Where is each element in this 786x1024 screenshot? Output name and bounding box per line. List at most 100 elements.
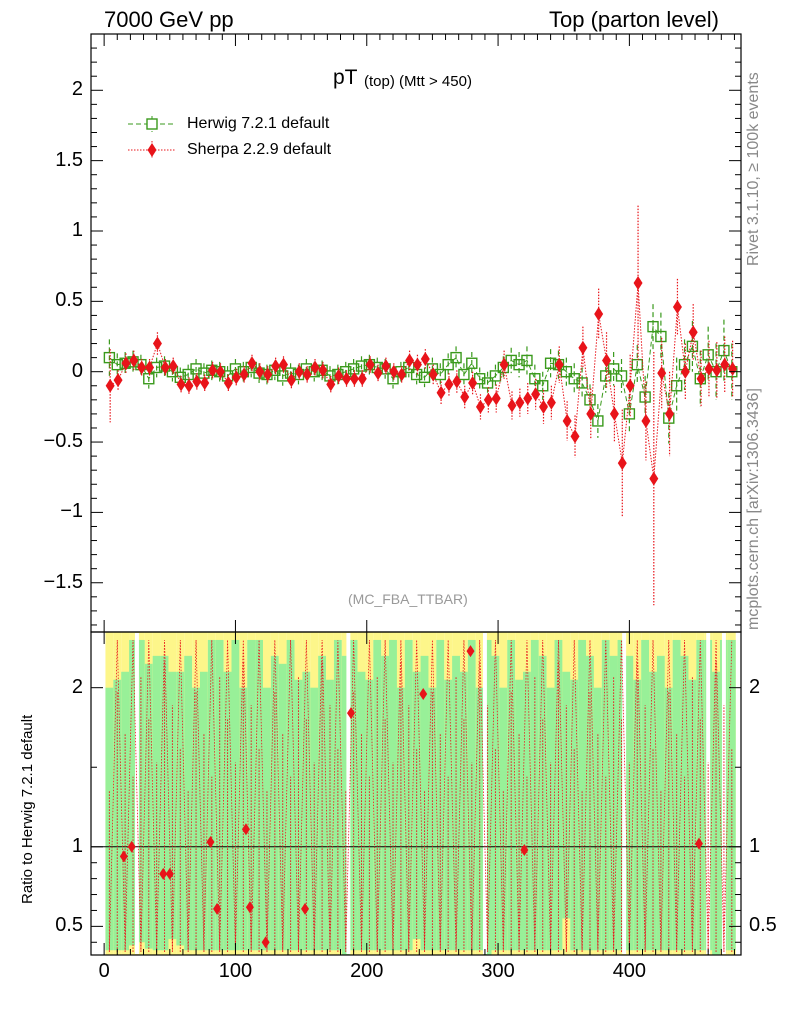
ratio-y-tick-label: 2 xyxy=(71,675,83,698)
data-point xyxy=(271,359,281,374)
inner-band xyxy=(326,679,334,951)
data-point xyxy=(670,380,683,392)
y-tick-label: −1 xyxy=(60,500,83,523)
inner-band xyxy=(341,655,350,955)
data-point xyxy=(168,359,178,374)
series-sherpa xyxy=(105,205,738,606)
inner-band xyxy=(113,679,122,951)
data-point xyxy=(113,373,123,388)
data-point xyxy=(688,325,698,340)
ratio-point xyxy=(241,823,250,836)
data-point xyxy=(145,360,155,375)
data-point xyxy=(279,357,289,372)
inner-band xyxy=(570,679,579,951)
x-tick-label: 300 xyxy=(481,960,515,982)
band-gap xyxy=(482,633,487,954)
data-point xyxy=(176,377,186,392)
ratio-point xyxy=(419,688,428,701)
band-gap xyxy=(721,633,726,954)
data-point xyxy=(129,353,139,368)
data-point xyxy=(718,344,730,357)
header-left: 7000 GeV pp xyxy=(104,7,234,32)
ratio-plot-frame xyxy=(90,631,742,956)
data-point xyxy=(160,360,170,375)
data-point xyxy=(491,391,501,406)
data-point xyxy=(696,371,706,386)
data-point xyxy=(578,340,588,355)
data-point xyxy=(633,276,643,291)
ratio-point xyxy=(520,843,529,856)
data-point xyxy=(617,456,627,471)
data-point xyxy=(334,368,344,383)
y-tick-label: 0.5 xyxy=(55,289,83,312)
data-point xyxy=(190,363,202,375)
data-point xyxy=(436,385,446,400)
data-point xyxy=(263,367,273,382)
data-point xyxy=(537,380,549,392)
data-point xyxy=(704,361,714,376)
plot-title-sub: (top) (Mtt > 450) xyxy=(364,73,472,90)
inner-band xyxy=(491,655,500,951)
data-point xyxy=(302,367,312,382)
data-point xyxy=(623,408,636,420)
data-point xyxy=(592,415,604,427)
data-point xyxy=(531,387,541,402)
data-point xyxy=(105,378,115,393)
y-tick-label: 0 xyxy=(71,359,83,382)
data-point xyxy=(418,371,431,384)
x-tick-label: 200 xyxy=(350,960,384,982)
y-tick-label: 2 xyxy=(71,78,83,101)
data-point xyxy=(615,370,628,382)
data-point xyxy=(489,370,502,382)
inner-band xyxy=(152,655,161,951)
inner-band xyxy=(160,655,169,951)
ratio-point xyxy=(165,867,174,880)
band-gap xyxy=(622,633,627,954)
data-point xyxy=(584,394,596,406)
ratio-y-tick-label: 0.5 xyxy=(55,914,83,937)
inner-band xyxy=(357,671,366,951)
inner-band xyxy=(199,671,208,951)
data-point xyxy=(672,299,682,314)
data-point xyxy=(702,349,714,361)
data-point xyxy=(655,330,667,343)
data-point xyxy=(523,391,533,406)
data-point xyxy=(373,366,383,381)
data-point xyxy=(255,364,265,379)
legend-marker-herwig xyxy=(146,118,158,130)
inner-band xyxy=(365,679,374,951)
data-point xyxy=(560,365,573,378)
data-point xyxy=(137,360,147,375)
data-point xyxy=(586,406,596,421)
data-point xyxy=(200,375,210,390)
data-point xyxy=(326,377,336,392)
y-tick-label: −1.5 xyxy=(43,570,83,593)
data-point xyxy=(349,371,359,386)
data-point xyxy=(397,367,407,382)
inner-band xyxy=(381,655,390,951)
data-point xyxy=(444,377,454,392)
data-point xyxy=(475,399,485,414)
inner-band xyxy=(136,639,145,943)
data-point xyxy=(712,363,722,378)
data-point xyxy=(121,356,131,371)
data-point xyxy=(657,366,667,381)
legend-label-herwig: Herwig 7.2.1 default xyxy=(187,115,330,132)
inner-band xyxy=(625,655,634,951)
ratio-point xyxy=(301,902,310,915)
data-point xyxy=(505,354,517,367)
data-point xyxy=(286,373,296,388)
data-point xyxy=(686,340,699,353)
analysis-tag: (MC_FBA_TTBAR) xyxy=(348,591,468,607)
inner-band xyxy=(270,655,279,951)
data-point xyxy=(720,357,730,372)
inner-band xyxy=(420,655,429,951)
inner-band xyxy=(144,663,153,949)
data-point xyxy=(184,378,194,393)
band-gap xyxy=(346,633,351,954)
ratio-point xyxy=(159,867,168,880)
inner-band xyxy=(633,679,642,951)
ratio-y-tick-label: 1 xyxy=(71,834,83,857)
x-tick-label: 0 xyxy=(98,960,110,982)
data-point xyxy=(111,358,123,371)
